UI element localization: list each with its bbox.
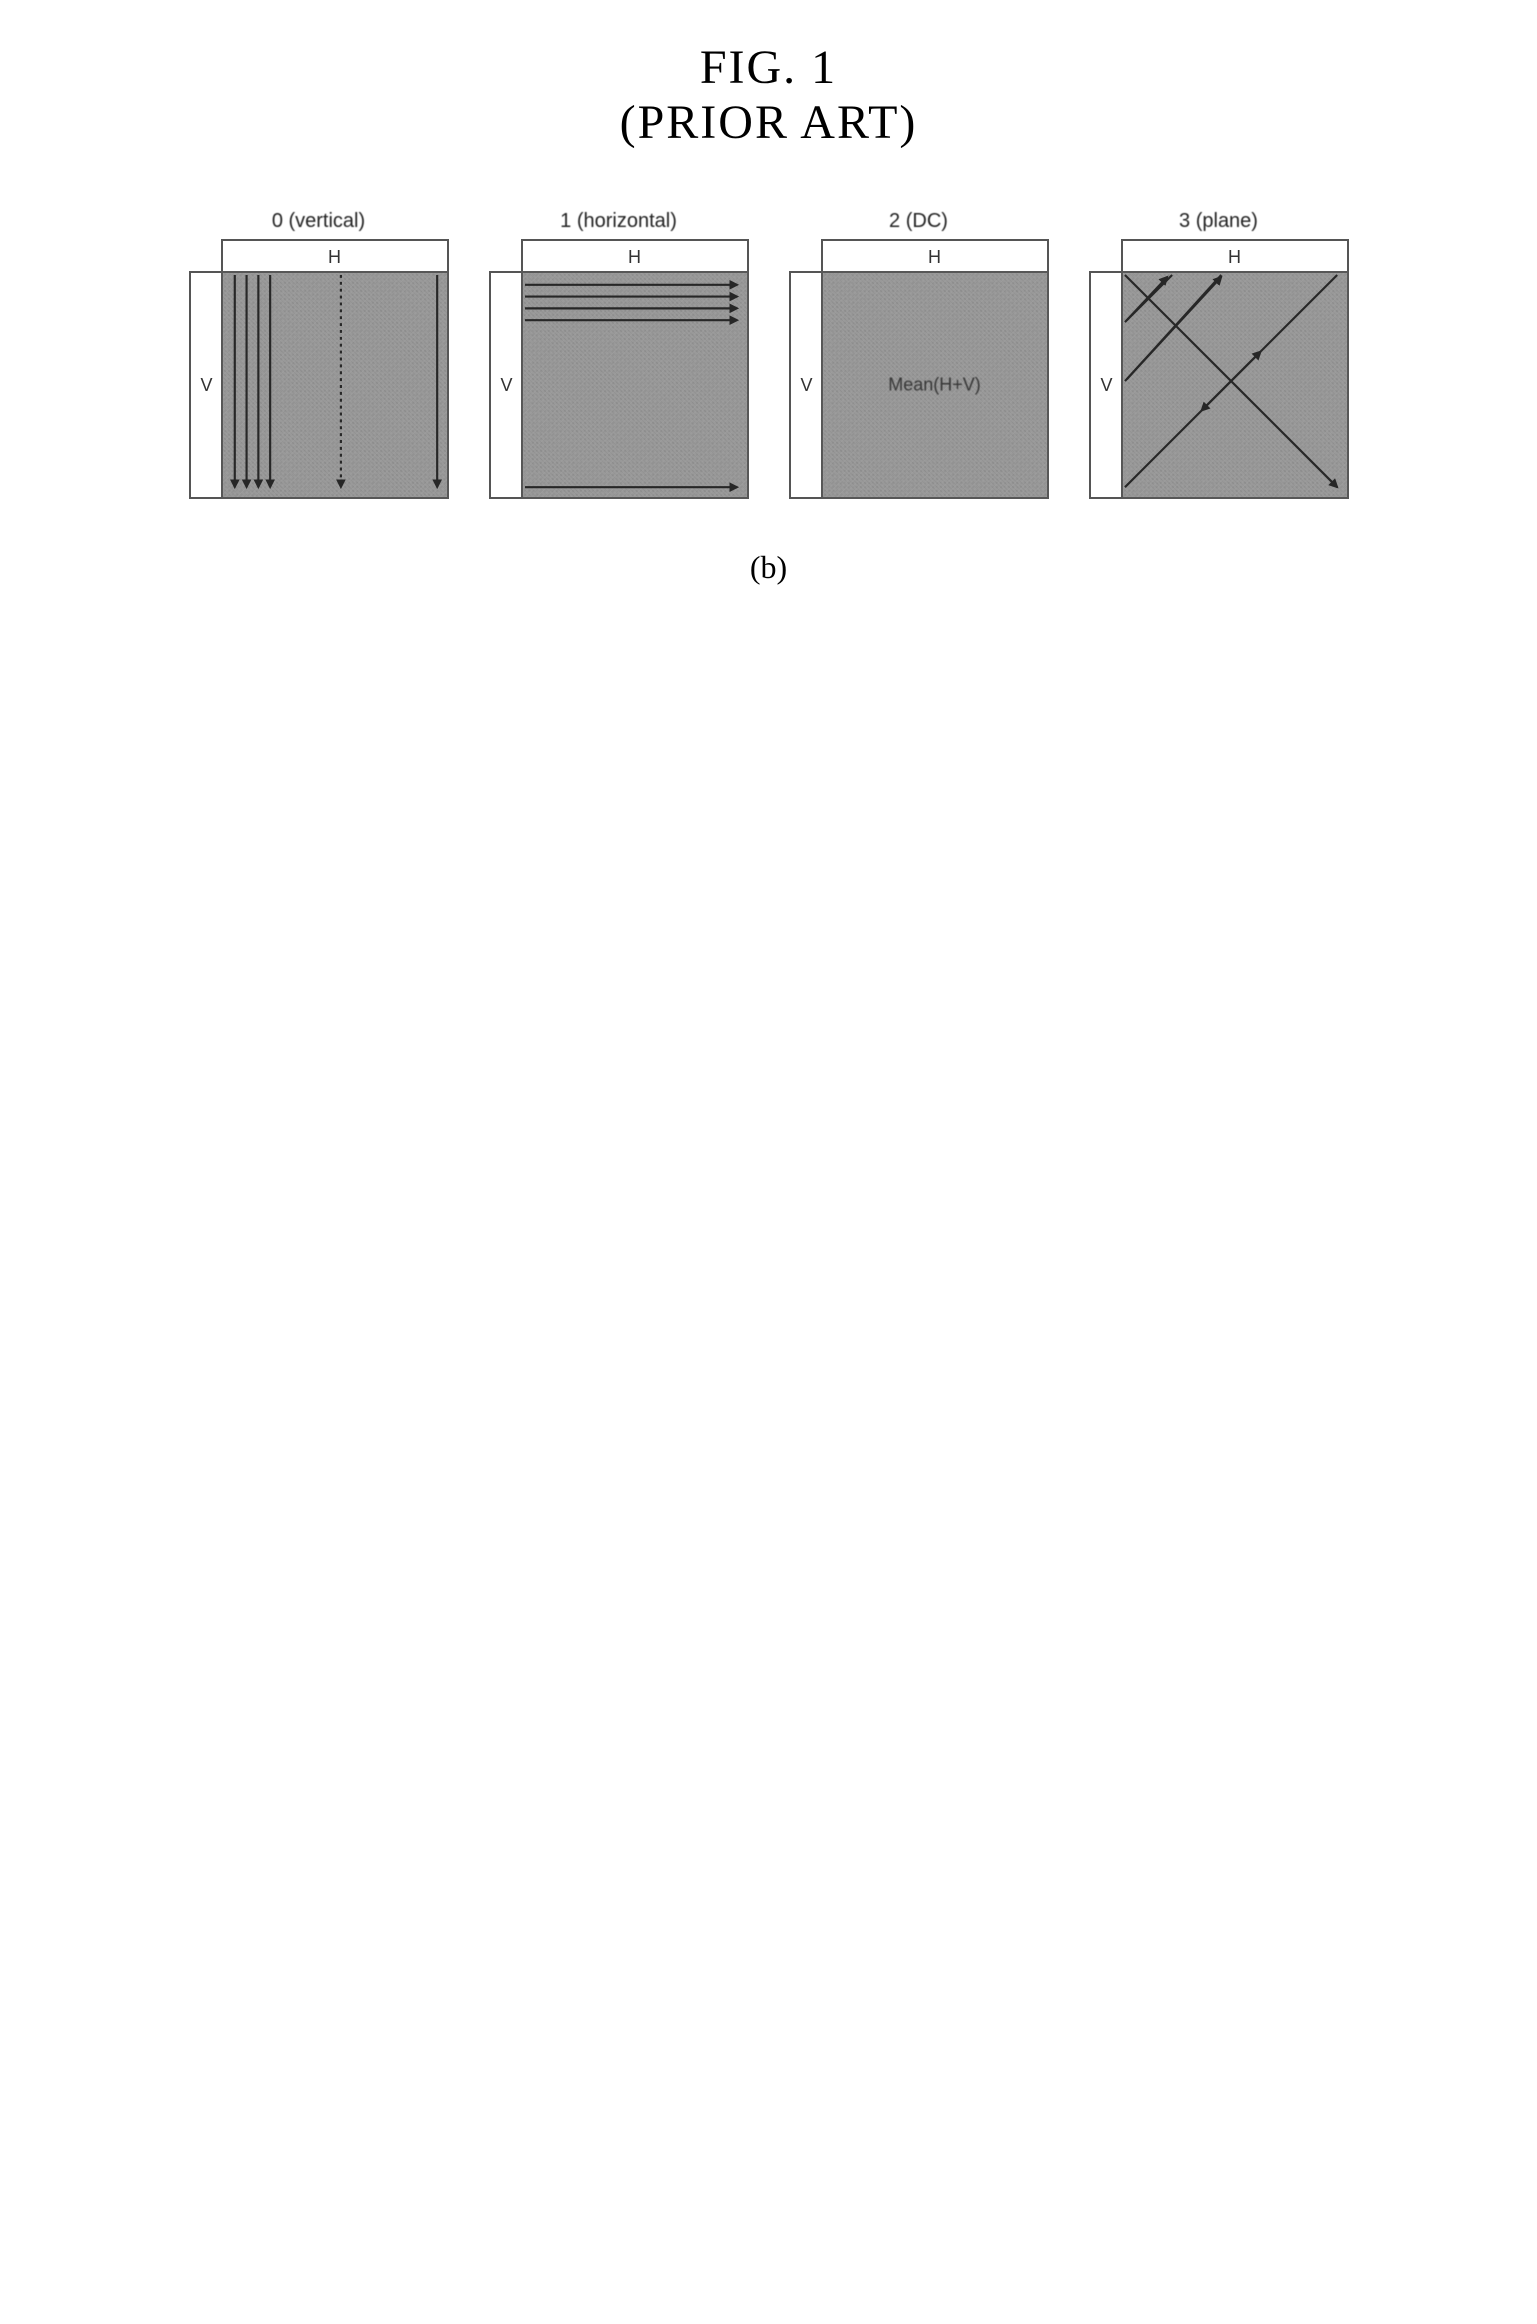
panel-p0: 0 (vertical) HV [189,210,449,499]
h-strip: H [821,239,1049,275]
figure-title: FIG. 1 [620,40,918,95]
v-strip: V [489,271,525,499]
panel-p1: 1 (horizontal) HV [489,210,749,499]
v-strip: V [1089,271,1125,499]
panel-label: 1 (horizontal) [560,210,677,233]
figure-title-block: FIG. 1 (PRIOR ART) [620,40,918,150]
panel-p2: 2 (DC) HVMean(H+V) [789,210,1049,499]
prediction-block [521,271,749,499]
prediction-block [221,271,449,499]
v-strip: V [789,271,825,499]
v-strip: V [189,271,225,499]
panels-row: 0 (vertical)HV1 (horizontal)HV2 (DC)HVMe… [189,210,1349,499]
panel-label: 3 (plane) [1179,210,1258,233]
prediction-block: Mean(H+V) [821,271,1049,499]
block-wrap: HV [189,239,449,499]
arrow [1201,275,1337,411]
arrows-layer [823,273,1047,497]
h-strip: H [521,239,749,275]
panel-p3: 3 (plane) HV [1089,210,1349,499]
h-strip: H [221,239,449,275]
arrows-layer [1123,273,1347,497]
arrows-layer [223,273,447,497]
block-wrap: HV [489,239,749,499]
subfigure-label: (b) [750,549,787,586]
panel-label: 2 (DC) [889,210,948,233]
block-wrap: HVMean(H+V) [789,239,1049,499]
h-strip: H [1121,239,1349,275]
arrows-layer [523,273,747,497]
panel-label: 0 (vertical) [272,210,365,233]
prediction-block [1121,271,1349,499]
figure-subtitle: (PRIOR ART) [620,95,918,150]
block-wrap: HV [1089,239,1349,499]
arrow [1126,275,1171,320]
